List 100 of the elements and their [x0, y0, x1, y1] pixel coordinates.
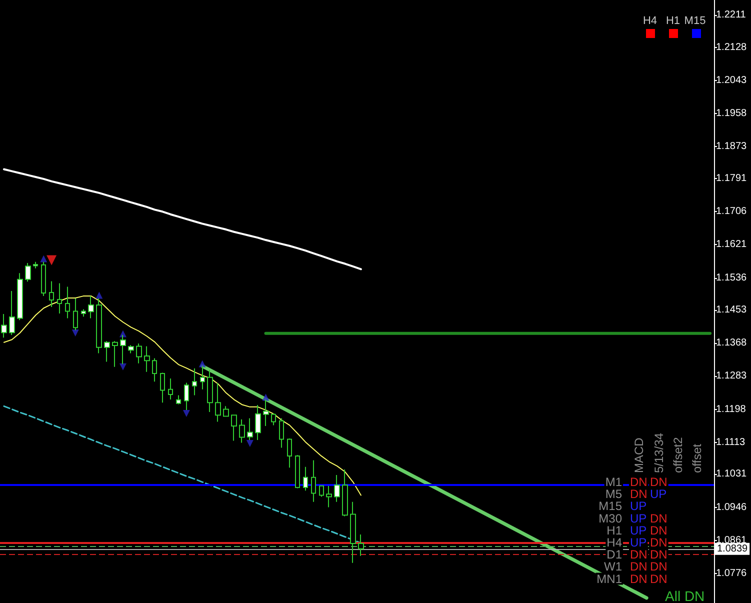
y-tick-label: 1.1791 — [716, 173, 748, 184]
candlestick — [342, 469, 348, 517]
candlestick — [160, 372, 165, 404]
y-tick-label: 1.1706 — [716, 206, 748, 218]
annotation: UP — [630, 511, 647, 526]
annotation: D1 — [606, 548, 622, 562]
annotation: 5/13/34 — [652, 432, 666, 473]
annotation: DN — [650, 560, 668, 574]
line-series — [2, 168, 362, 270]
candlestick — [104, 340, 110, 362]
candlestick — [65, 286, 70, 319]
annotation: DN — [630, 560, 648, 574]
candlestick — [136, 343, 142, 364]
candlestick — [128, 344, 134, 354]
annotation: DN — [650, 572, 668, 586]
candlestick — [311, 460, 316, 502]
annotation: M15 — [598, 499, 622, 514]
point — [246, 440, 254, 447]
annotation: DN — [630, 487, 648, 502]
annotation: UP — [630, 523, 647, 538]
y-tick-label: 1.1113 — [716, 436, 746, 448]
annotation: M30 — [598, 511, 622, 526]
point — [46, 255, 57, 266]
y-tick-label: 1.1198 — [716, 404, 746, 415]
y-tick-label: 1.0946 — [716, 502, 748, 513]
y-tick-label: 1.1621 — [716, 239, 748, 250]
point — [119, 363, 126, 370]
annotation: DN — [630, 475, 648, 489]
candlestick — [303, 466, 308, 492]
candlestick — [287, 438, 292, 468]
annotation: H4 — [606, 536, 622, 550]
annotation: DN — [630, 548, 648, 562]
candlestick — [192, 368, 197, 396]
annotation: M1 — [605, 475, 622, 489]
point — [96, 292, 103, 299]
annotation: UP — [630, 499, 647, 514]
annotation: UP — [650, 487, 667, 502]
annotation: MN1 — [596, 572, 622, 586]
y-tick-label: 1.0861 — [716, 534, 748, 546]
annotation: DN — [650, 536, 668, 550]
candlestick — [1, 313, 7, 338]
annotation: offset — [690, 443, 704, 473]
annotation: DN — [630, 572, 648, 586]
candlestick — [17, 272, 23, 321]
candlestick — [9, 290, 15, 336]
candlestick — [255, 404, 261, 440]
y-tick-label: 1.1283 — [716, 370, 748, 382]
annotation: H1 — [606, 523, 622, 538]
candlestick — [334, 474, 340, 502]
y-tick-label: 1.1453 — [716, 304, 748, 316]
annotation: All DN — [665, 588, 705, 603]
candlestick — [358, 534, 364, 556]
y-tick-label: 1.1031 — [716, 468, 748, 480]
candlestick — [168, 378, 173, 400]
y-tick-label: 1.0776 — [716, 568, 748, 579]
candlestick — [295, 454, 300, 489]
candlestick — [81, 308, 86, 318]
y-tick-label: 1.1873 — [716, 141, 748, 152]
annotation: UP — [630, 536, 647, 550]
annotation: M5 — [605, 487, 622, 502]
candlestick — [350, 501, 356, 564]
candlestick — [215, 382, 221, 422]
candlestick — [33, 261, 38, 269]
annotation: DN — [650, 548, 668, 562]
y-tick-label: 1.2128 — [716, 42, 748, 53]
annotation: MACD — [632, 437, 646, 473]
candlestick — [49, 280, 54, 308]
candlestick — [88, 296, 94, 319]
point — [262, 394, 270, 401]
candlestick — [326, 485, 332, 508]
annotation: H1 — [666, 15, 680, 27]
candlestick — [207, 369, 213, 412]
candlestick — [231, 414, 237, 442]
annotation: DN — [650, 511, 668, 526]
y-tick-label: 1.1958 — [716, 108, 748, 120]
point — [72, 330, 79, 337]
ref-line-label: 1.0839 — [717, 543, 748, 554]
annotation: W1 — [604, 560, 622, 574]
candlestick — [239, 418, 245, 444]
candlestick — [223, 406, 229, 418]
annotation: DN — [650, 523, 668, 538]
y-tick-label: 1.2043 — [716, 75, 748, 86]
annotation: offset2 — [671, 436, 685, 473]
candlestick — [25, 262, 31, 282]
candlestick — [57, 282, 62, 314]
y-tick-label: 1.2211 — [716, 10, 746, 21]
candlestick — [176, 394, 181, 405]
candlestick — [271, 413, 276, 426]
annotation: H4 — [642, 15, 658, 27]
annotation: M15 — [684, 15, 706, 27]
annotation: DN — [650, 475, 668, 489]
y-tick-label: 1.1536 — [716, 272, 748, 284]
line-series — [3, 296, 362, 496]
line-series — [3, 405, 362, 544]
point — [182, 410, 190, 418]
candlestick — [112, 340, 118, 368]
candlestick — [279, 418, 284, 448]
candlestick — [144, 346, 150, 372]
candlestick — [152, 358, 157, 382]
candlestick — [319, 485, 324, 498]
